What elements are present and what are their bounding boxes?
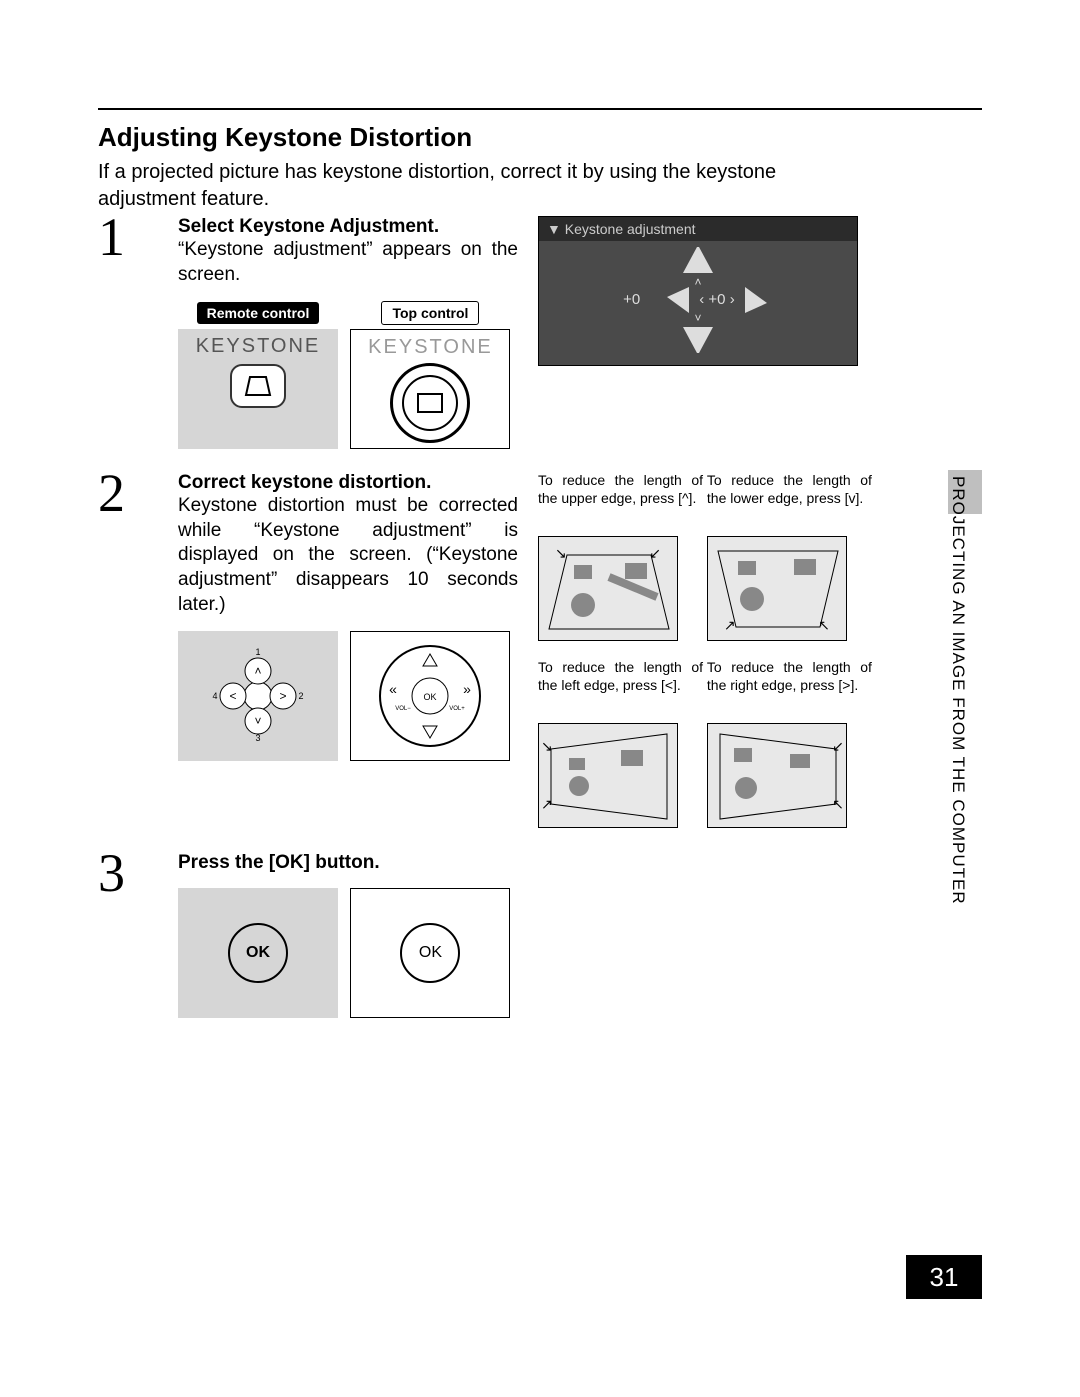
page-content: Adjusting Keystone Distortion If a proje… <box>98 122 858 213</box>
trapezoid-left-icon <box>667 287 689 313</box>
svg-text:VOL−: VOL− <box>396 706 412 712</box>
svg-text:3: 3 <box>255 733 260 743</box>
ok-button-icon: OK <box>400 923 460 983</box>
osd-keystone-panel: ▼ Keystone adjustment ˄ +0 ‹ +0 › ˅ <box>538 216 858 366</box>
svg-text:1: 1 <box>255 647 260 657</box>
svg-text:OK: OK <box>424 692 437 702</box>
svg-text:˅: ˅ <box>254 714 261 728</box>
svg-text:˃: ˃ <box>279 689 286 703</box>
remote-control-label: Remote control <box>197 302 320 324</box>
section-tab-label: PROJECTING AN IMAGE FROM THE COMPUTER <box>948 470 968 905</box>
wheel-icon: OK « » VOL− VOL+ <box>365 636 495 756</box>
svg-text:2: 2 <box>298 691 303 701</box>
remote-keystone-panel: KEYSTONE <box>178 329 338 449</box>
svg-text:«: « <box>390 681 398 697</box>
remote-ok-panel: OK <box>178 888 338 1018</box>
page-intro: If a projected picture has keystone dist… <box>98 159 858 213</box>
caption-lower: To reduce the length of the lower edge, … <box>707 472 872 530</box>
keystone-word: KEYSTONE <box>178 335 338 358</box>
remote-dpad-panel: 1 ˄ 2 ˃ 3 ˅ 4 ˂ <box>178 631 338 761</box>
step-2: 2 Correct keystone distortion. Keystone … <box>98 472 868 761</box>
step3-heading: Press the [OK] button. <box>178 852 518 874</box>
svg-text:˂: ˂ <box>229 689 236 703</box>
caption-left: To reduce the length of the left edge, p… <box>538 659 703 717</box>
keystone-word-2: KEYSTONE <box>351 336 509 359</box>
keystone-button-icon <box>230 364 286 408</box>
osd-right-caret: › <box>730 291 735 308</box>
thumb-upper: ↘↙ <box>538 536 678 641</box>
header-rule <box>98 108 982 110</box>
osd-left-value: +0 <box>623 291 640 308</box>
step2-text: Keystone distortion must be corrected wh… <box>178 494 518 617</box>
ok-button-icon: OK <box>228 923 288 983</box>
step-number: 2 <box>98 462 125 524</box>
svg-text:˄: ˄ <box>254 664 261 678</box>
caption-right: To reduce the length of the right edge, … <box>707 659 872 717</box>
keystone-ring-icon <box>390 363 470 443</box>
step1-text: “Keystone adjustment” appears on the scr… <box>178 238 518 287</box>
osd-values: +0 ‹ +0 › <box>539 287 857 313</box>
caption-upper: To reduce the length of the upper edge, … <box>538 472 703 530</box>
trapezoid-down-icon <box>683 327 713 353</box>
top-keystone-panel: KEYSTONE <box>350 329 510 449</box>
keystone-examples: To reduce the length of the upper edge, … <box>538 472 878 846</box>
step1-heading: Select Keystone Adjustment. <box>178 216 518 238</box>
step-3: 3 Press the [OK] button. OK OK <box>98 852 538 1018</box>
step-number: 1 <box>98 206 125 268</box>
svg-text:4: 4 <box>212 691 217 701</box>
trapezoid-up-icon <box>683 247 713 273</box>
page-number: 31 <box>906 1255 982 1299</box>
dpad-icon: 1 ˄ 2 ˃ 3 ˅ 4 ˂ <box>193 641 323 751</box>
svg-text:»: » <box>464 681 472 697</box>
thumb-right: ↙↖ <box>707 723 847 828</box>
osd-title-text: Keystone adjustment <box>565 221 696 237</box>
osd-right-value: +0 <box>708 291 725 308</box>
step2-heading: Correct keystone distortion. <box>178 472 518 494</box>
top-wheel-panel: OK « » VOL− VOL+ <box>350 631 510 761</box>
caret-down-icon: ˅ <box>694 311 701 325</box>
svg-text:VOL+: VOL+ <box>450 706 466 712</box>
section-tab: PROJECTING AN IMAGE FROM THE COMPUTER <box>948 470 982 990</box>
osd-title: ▼ Keystone adjustment <box>539 217 857 241</box>
thumb-lower: ↗↖ <box>707 536 847 641</box>
trapezoid-right-icon <box>745 287 767 313</box>
page-title: Adjusting Keystone Distortion <box>98 122 858 153</box>
top-ok-panel: OK <box>350 888 510 1018</box>
osd-left-caret: ‹ <box>699 291 704 308</box>
step-1: 1 Select Keystone Adjustment. “Keystone … <box>98 216 538 449</box>
step-number: 3 <box>98 842 125 904</box>
thumb-left: ↘↗ <box>538 723 678 828</box>
top-control-label: Top control <box>381 301 479 325</box>
